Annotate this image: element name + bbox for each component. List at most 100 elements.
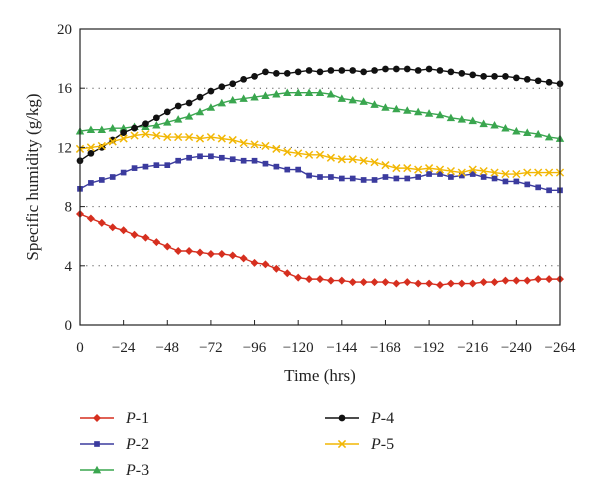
data-point: [261, 141, 270, 151]
data-point: [414, 67, 422, 74]
data-point: [382, 65, 389, 73]
series-p-5: [75, 129, 565, 179]
data-point: [328, 174, 334, 180]
series-line: [79, 91, 561, 140]
legend-marker: [94, 441, 100, 447]
data-point: [152, 238, 161, 247]
data-point: [294, 149, 303, 158]
data-point: [131, 124, 138, 132]
data-point: [306, 172, 312, 179]
y-axis-title: Specific humidity (g/kg): [23, 93, 42, 260]
data-point: [413, 107, 423, 116]
data-point: [448, 174, 454, 180]
legend-label: P-1: [125, 410, 149, 427]
data-point: [403, 278, 412, 287]
data-point: [501, 123, 510, 132]
legend: P-1 P-2 P-3 P-4 P-5: [80, 410, 394, 479]
data-point: [164, 162, 171, 168]
data-point: [437, 171, 443, 177]
data-point: [250, 92, 259, 101]
data-point: [337, 94, 347, 102]
data-point: [153, 162, 160, 168]
data-point: [457, 115, 467, 123]
data-point: [293, 88, 303, 96]
data-point: [403, 164, 412, 173]
data-point: [544, 132, 554, 141]
data-point: [272, 89, 281, 98]
data-point: [153, 114, 160, 122]
data-point: [229, 156, 236, 163]
data-point: [512, 276, 521, 285]
data-point: [163, 132, 172, 142]
data-point: [185, 247, 194, 255]
data-point: [446, 166, 456, 176]
data-point: [261, 260, 270, 269]
x-tick-label: −264: [545, 340, 576, 356]
data-point: [195, 134, 205, 143]
data-point: [152, 121, 161, 129]
data-point: [208, 153, 214, 160]
data-point: [479, 278, 488, 287]
legend-marker: [92, 465, 102, 474]
data-point: [392, 279, 401, 288]
data-point: [262, 68, 269, 76]
data-point: [414, 165, 423, 174]
data-point: [501, 169, 510, 179]
data-point: [141, 129, 150, 139]
legend-item-p-3: P-3: [80, 462, 149, 479]
data-point: [545, 78, 553, 86]
data-point: [97, 141, 106, 151]
x-tick-label: −168: [370, 340, 401, 356]
data-point: [228, 135, 237, 145]
y-tick-label: 0: [65, 318, 73, 334]
x-axis-title: Time (hrs): [284, 366, 356, 385]
data-point: [174, 247, 183, 255]
data-point: [480, 73, 487, 80]
data-point: [272, 264, 281, 273]
data-point: [533, 129, 543, 138]
data-point: [425, 65, 433, 73]
data-point: [87, 149, 95, 157]
data-point: [393, 65, 400, 73]
data-point: [360, 68, 367, 76]
data-point: [315, 150, 325, 159]
x-tick-label: −216: [457, 340, 488, 356]
series-p-1: [76, 210, 564, 290]
data-point: [175, 157, 182, 164]
data-point: [469, 71, 477, 79]
data-point: [502, 73, 509, 80]
data-point: [425, 279, 434, 288]
data-point: [513, 178, 520, 185]
data-point: [404, 175, 411, 182]
data-point: [370, 158, 379, 167]
data-point: [435, 165, 445, 174]
data-point: [359, 97, 368, 105]
data-point: [250, 258, 259, 267]
series-p-4: [76, 65, 564, 165]
data-point: [196, 248, 204, 257]
data-point: [490, 121, 499, 129]
data-point: [479, 166, 488, 176]
y-tick-label: 20: [57, 22, 72, 38]
plot-series: [75, 65, 565, 290]
data-point: [86, 214, 95, 223]
data-point: [326, 89, 336, 98]
data-point: [349, 175, 356, 182]
data-point: [207, 87, 215, 95]
data-point: [458, 172, 465, 179]
data-point: [523, 128, 532, 136]
data-point: [217, 134, 226, 143]
data-point: [295, 166, 302, 173]
legend-marker: [93, 414, 101, 422]
data-point: [446, 113, 456, 122]
data-point: [120, 129, 127, 136]
data-point: [305, 67, 313, 74]
series-line: [79, 68, 561, 162]
y-axis-ticks: 0 4 8 12 16 20: [57, 22, 85, 334]
data-point: [108, 223, 117, 232]
x-tick-label: −24: [112, 340, 136, 356]
data-point: [544, 168, 554, 177]
data-point: [86, 125, 96, 133]
data-point: [468, 279, 477, 288]
data-point: [317, 174, 323, 180]
